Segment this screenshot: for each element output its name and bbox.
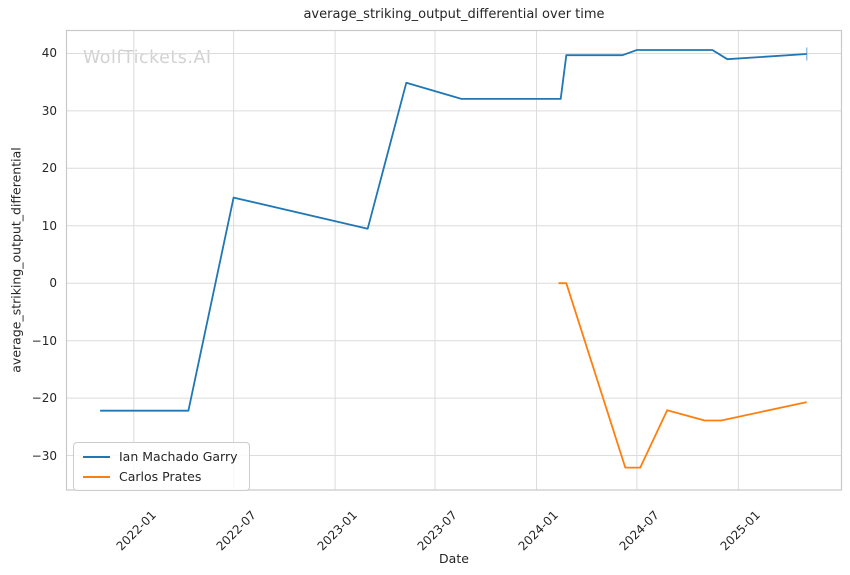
- legend-item-carlos-prates: Carlos Prates: [83, 469, 238, 484]
- series-line-1: [558, 282, 807, 469]
- legend-line-sample-orange: [83, 475, 110, 478]
- series-line-0: [100, 49, 807, 412]
- y-axis-tick-label: 10: [41, 218, 57, 233]
- y-axis-tick-label: −20: [31, 391, 57, 406]
- y-axis-tick-label: 0: [49, 276, 57, 291]
- plot-border: [65, 29, 843, 491]
- y-axis-tick-label: 40: [41, 46, 57, 61]
- legend-item-ian-machado-garry: Ian Machado Garry: [83, 449, 238, 464]
- y-axis-tick-label: −10: [31, 333, 57, 348]
- legend-label: Ian Machado Garry: [119, 449, 238, 464]
- legend-label: Carlos Prates: [119, 469, 202, 484]
- y-axis-tick-label: 20: [41, 161, 57, 176]
- legend-line-sample-blue: [83, 455, 110, 458]
- x-axis-label: Date: [439, 551, 469, 566]
- chart-title: average_striking_output_differential ove…: [303, 7, 605, 22]
- legend: Ian Machado Garry Carlos Prates: [73, 442, 250, 491]
- y-axis-tick-label: −30: [31, 448, 57, 463]
- y-axis-tick-label: 30: [41, 103, 57, 118]
